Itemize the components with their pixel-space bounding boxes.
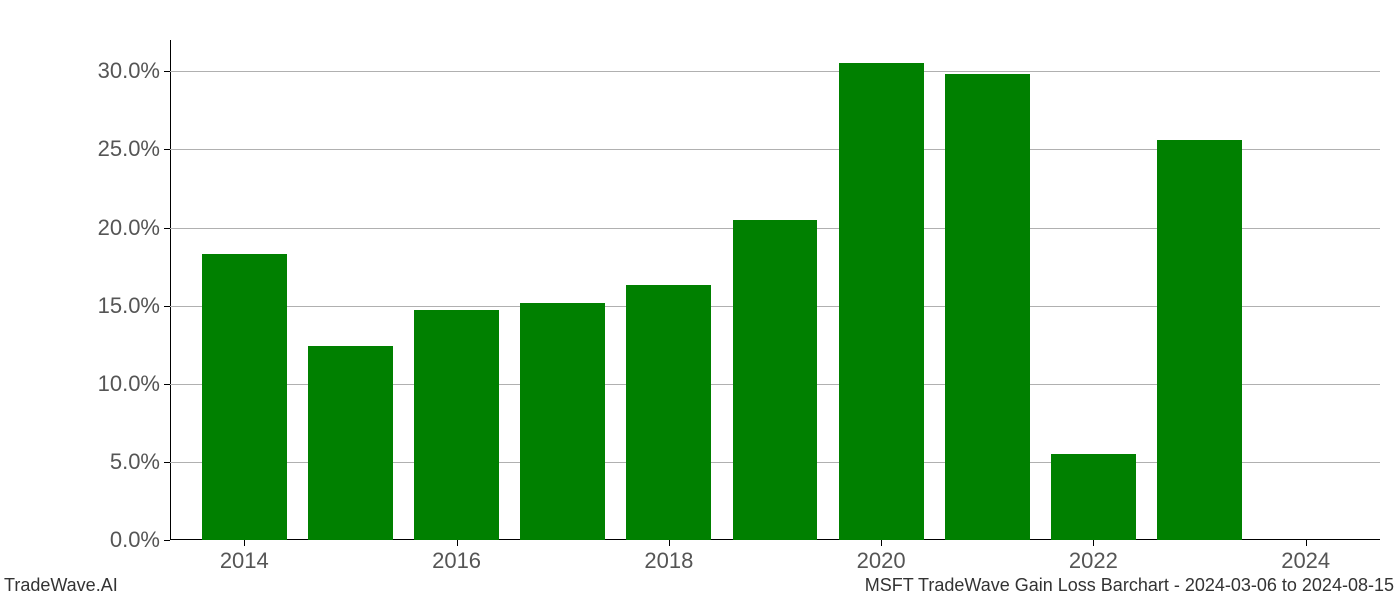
footer-left-text: TradeWave.AI	[4, 575, 118, 596]
ytick-label: 30.0%	[98, 58, 170, 84]
bar	[308, 346, 393, 540]
xtick-label: 2018	[644, 540, 693, 574]
xtick-label: 2024	[1281, 540, 1330, 574]
bar	[520, 303, 605, 541]
chart-container: 0.0% 5.0% 10.0% 15.0% 20.0% 25.0% 30.0% 2014 201…	[0, 0, 1400, 600]
bar	[202, 254, 287, 540]
bar	[733, 220, 818, 540]
bar	[626, 285, 711, 540]
ytick-label: 0.0%	[110, 527, 170, 553]
bar	[1051, 454, 1136, 540]
xtick-label: 2016	[432, 540, 481, 574]
plot-area: 0.0%5.0%10.0%15.0%20.0%25.0%30.0%2014201…	[170, 40, 1380, 540]
ytick-label: 20.0%	[98, 215, 170, 241]
ytick-label: 10.0%	[98, 371, 170, 397]
ytick-label: 15.0%	[98, 293, 170, 319]
bar	[414, 310, 499, 540]
xtick-label: 2020	[857, 540, 906, 574]
ytick-label: 25.0%	[98, 136, 170, 162]
bar	[1157, 140, 1242, 540]
gridline	[170, 71, 1380, 72]
ytick-label: 5.0%	[110, 449, 170, 475]
footer-right-text: MSFT TradeWave Gain Loss Barchart - 2024…	[865, 575, 1394, 596]
xtick-label: 2014	[220, 540, 269, 574]
bar	[945, 74, 1030, 540]
xtick-label: 2022	[1069, 540, 1118, 574]
bar	[839, 63, 924, 540]
axis-spine-left	[170, 40, 171, 540]
